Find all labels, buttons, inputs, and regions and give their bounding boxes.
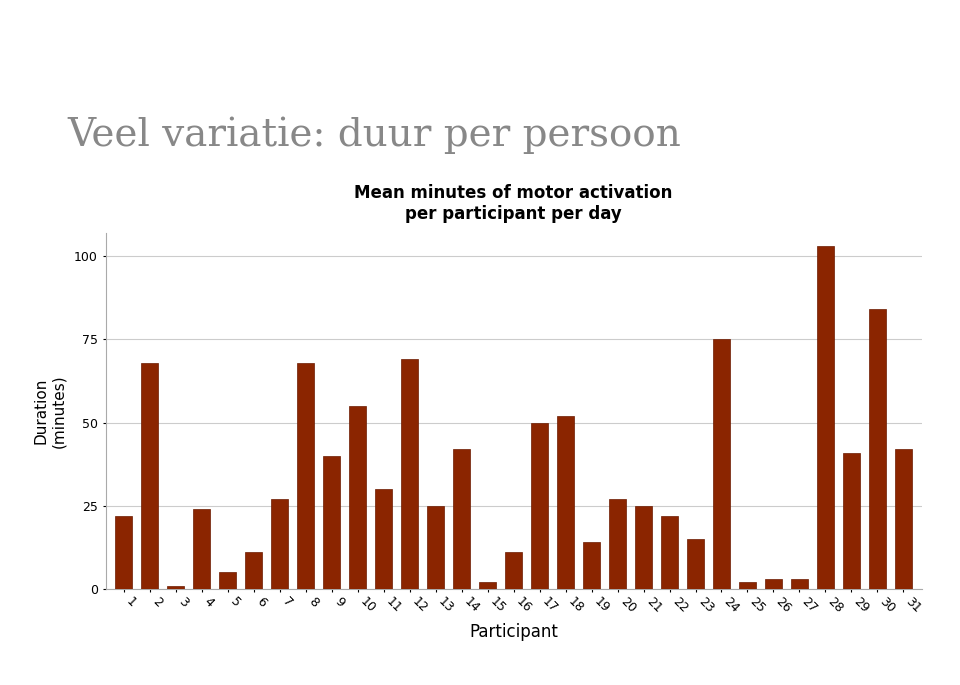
- X-axis label: Participant: Participant: [469, 623, 558, 641]
- Title: Mean minutes of motor activation
per participant per day: Mean minutes of motor activation per par…: [354, 184, 673, 223]
- Bar: [401, 360, 419, 589]
- Bar: [167, 586, 184, 589]
- Bar: [687, 539, 704, 589]
- Bar: [375, 489, 392, 589]
- Bar: [895, 449, 912, 589]
- Bar: [453, 449, 470, 589]
- Bar: [141, 363, 158, 589]
- Bar: [272, 499, 288, 589]
- Bar: [349, 406, 366, 589]
- Bar: [557, 416, 574, 589]
- Bar: [791, 579, 808, 589]
- Bar: [246, 553, 262, 589]
- Bar: [219, 573, 236, 589]
- Bar: [505, 553, 522, 589]
- Bar: [713, 340, 730, 589]
- Bar: [739, 582, 756, 589]
- Bar: [636, 506, 652, 589]
- Bar: [765, 579, 781, 589]
- Bar: [843, 453, 860, 589]
- Text: Veel variatie: duur per persoon: Veel variatie: duur per persoon: [67, 116, 681, 154]
- Bar: [479, 582, 496, 589]
- Bar: [817, 246, 834, 589]
- Bar: [427, 506, 444, 589]
- Bar: [298, 363, 314, 589]
- Bar: [609, 499, 626, 589]
- Bar: [661, 516, 678, 589]
- Bar: [531, 423, 548, 589]
- Bar: [869, 310, 886, 589]
- Bar: [324, 456, 340, 589]
- Bar: [583, 543, 600, 589]
- Bar: [115, 516, 132, 589]
- Bar: [193, 509, 210, 589]
- Y-axis label: Duration
(minutes): Duration (minutes): [34, 374, 65, 448]
